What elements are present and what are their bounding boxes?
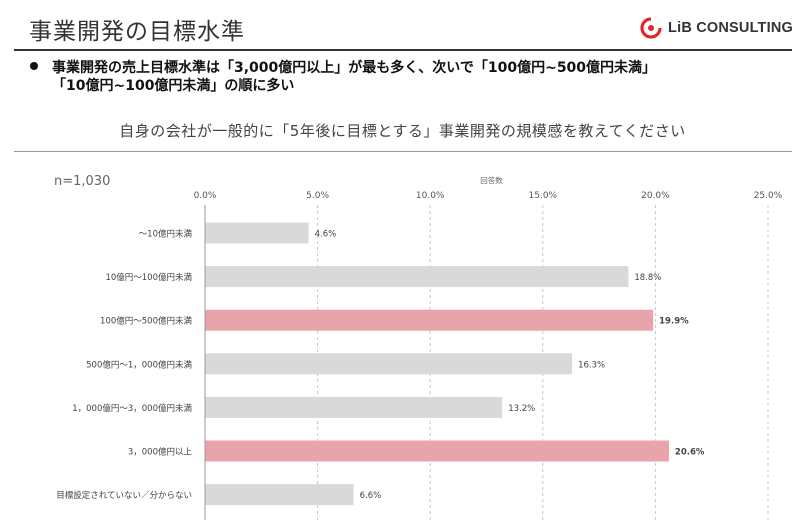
survey-question: 自身の会社が一般的に「5年後に目標とする」事業開発の規模感を教えてください — [119, 122, 686, 140]
summary-text: 事業開発の売上目標水準は「3,000億円以上」が最も多く、次いで「100億円~5… — [52, 59, 772, 95]
x-tick-label: 5.0% — [306, 191, 329, 201]
bar — [205, 396, 503, 418]
question-divider — [14, 151, 792, 152]
summary-line-2: 「10億円~100億円未満」の順に多い — [52, 78, 295, 94]
bar — [205, 309, 654, 331]
summary-line-1: 事業開発の売上目標水準は「3,000億円以上」が最も多く、次いで「100億円~5… — [52, 60, 657, 76]
value-label: 19.9% — [659, 317, 689, 327]
title-divider — [14, 49, 792, 51]
page-title: 事業開発の目標水準 — [29, 19, 245, 45]
category-label: ～10億円未満 — [139, 229, 193, 240]
category-label: 100億円～500億円未満 — [100, 316, 192, 327]
category-label: 目標設定されていない／分からない — [56, 490, 192, 501]
category-label: 3，000億円以上 — [128, 447, 193, 458]
bar — [205, 440, 669, 462]
value-label: 16.3% — [578, 360, 605, 370]
x-tick-label: 10.0% — [416, 191, 445, 201]
value-label: 4.6% — [315, 230, 337, 240]
company-logo: LiB CONSULTING — [640, 17, 793, 39]
bar — [205, 266, 629, 288]
sample-size-label: n=1,030 — [54, 174, 111, 189]
category-label: 500億円～1，000億円未満 — [86, 359, 192, 370]
logo-text: LiB CONSULTING — [668, 20, 793, 36]
x-tick-label: 15.0% — [529, 191, 558, 201]
x-tick-label: 20.0% — [641, 191, 670, 201]
bar — [205, 222, 309, 244]
bar — [205, 484, 354, 506]
category-label: 1，000億円～3，000億円未満 — [72, 403, 192, 414]
x-tick-label: 0.0% — [194, 191, 217, 201]
value-label: 6.6% — [360, 491, 382, 501]
value-label: 13.2% — [508, 404, 535, 414]
x-axis-title: 回答数 — [480, 175, 503, 185]
value-label: 20.6% — [675, 448, 705, 458]
x-tick-label: 25.0% — [754, 191, 783, 201]
logo-mark-icon — [640, 17, 663, 39]
value-label: 18.8% — [634, 273, 661, 283]
bullet-icon — [30, 62, 38, 70]
bar — [205, 353, 573, 375]
category-label: 10億円～100億円未満 — [105, 272, 192, 283]
